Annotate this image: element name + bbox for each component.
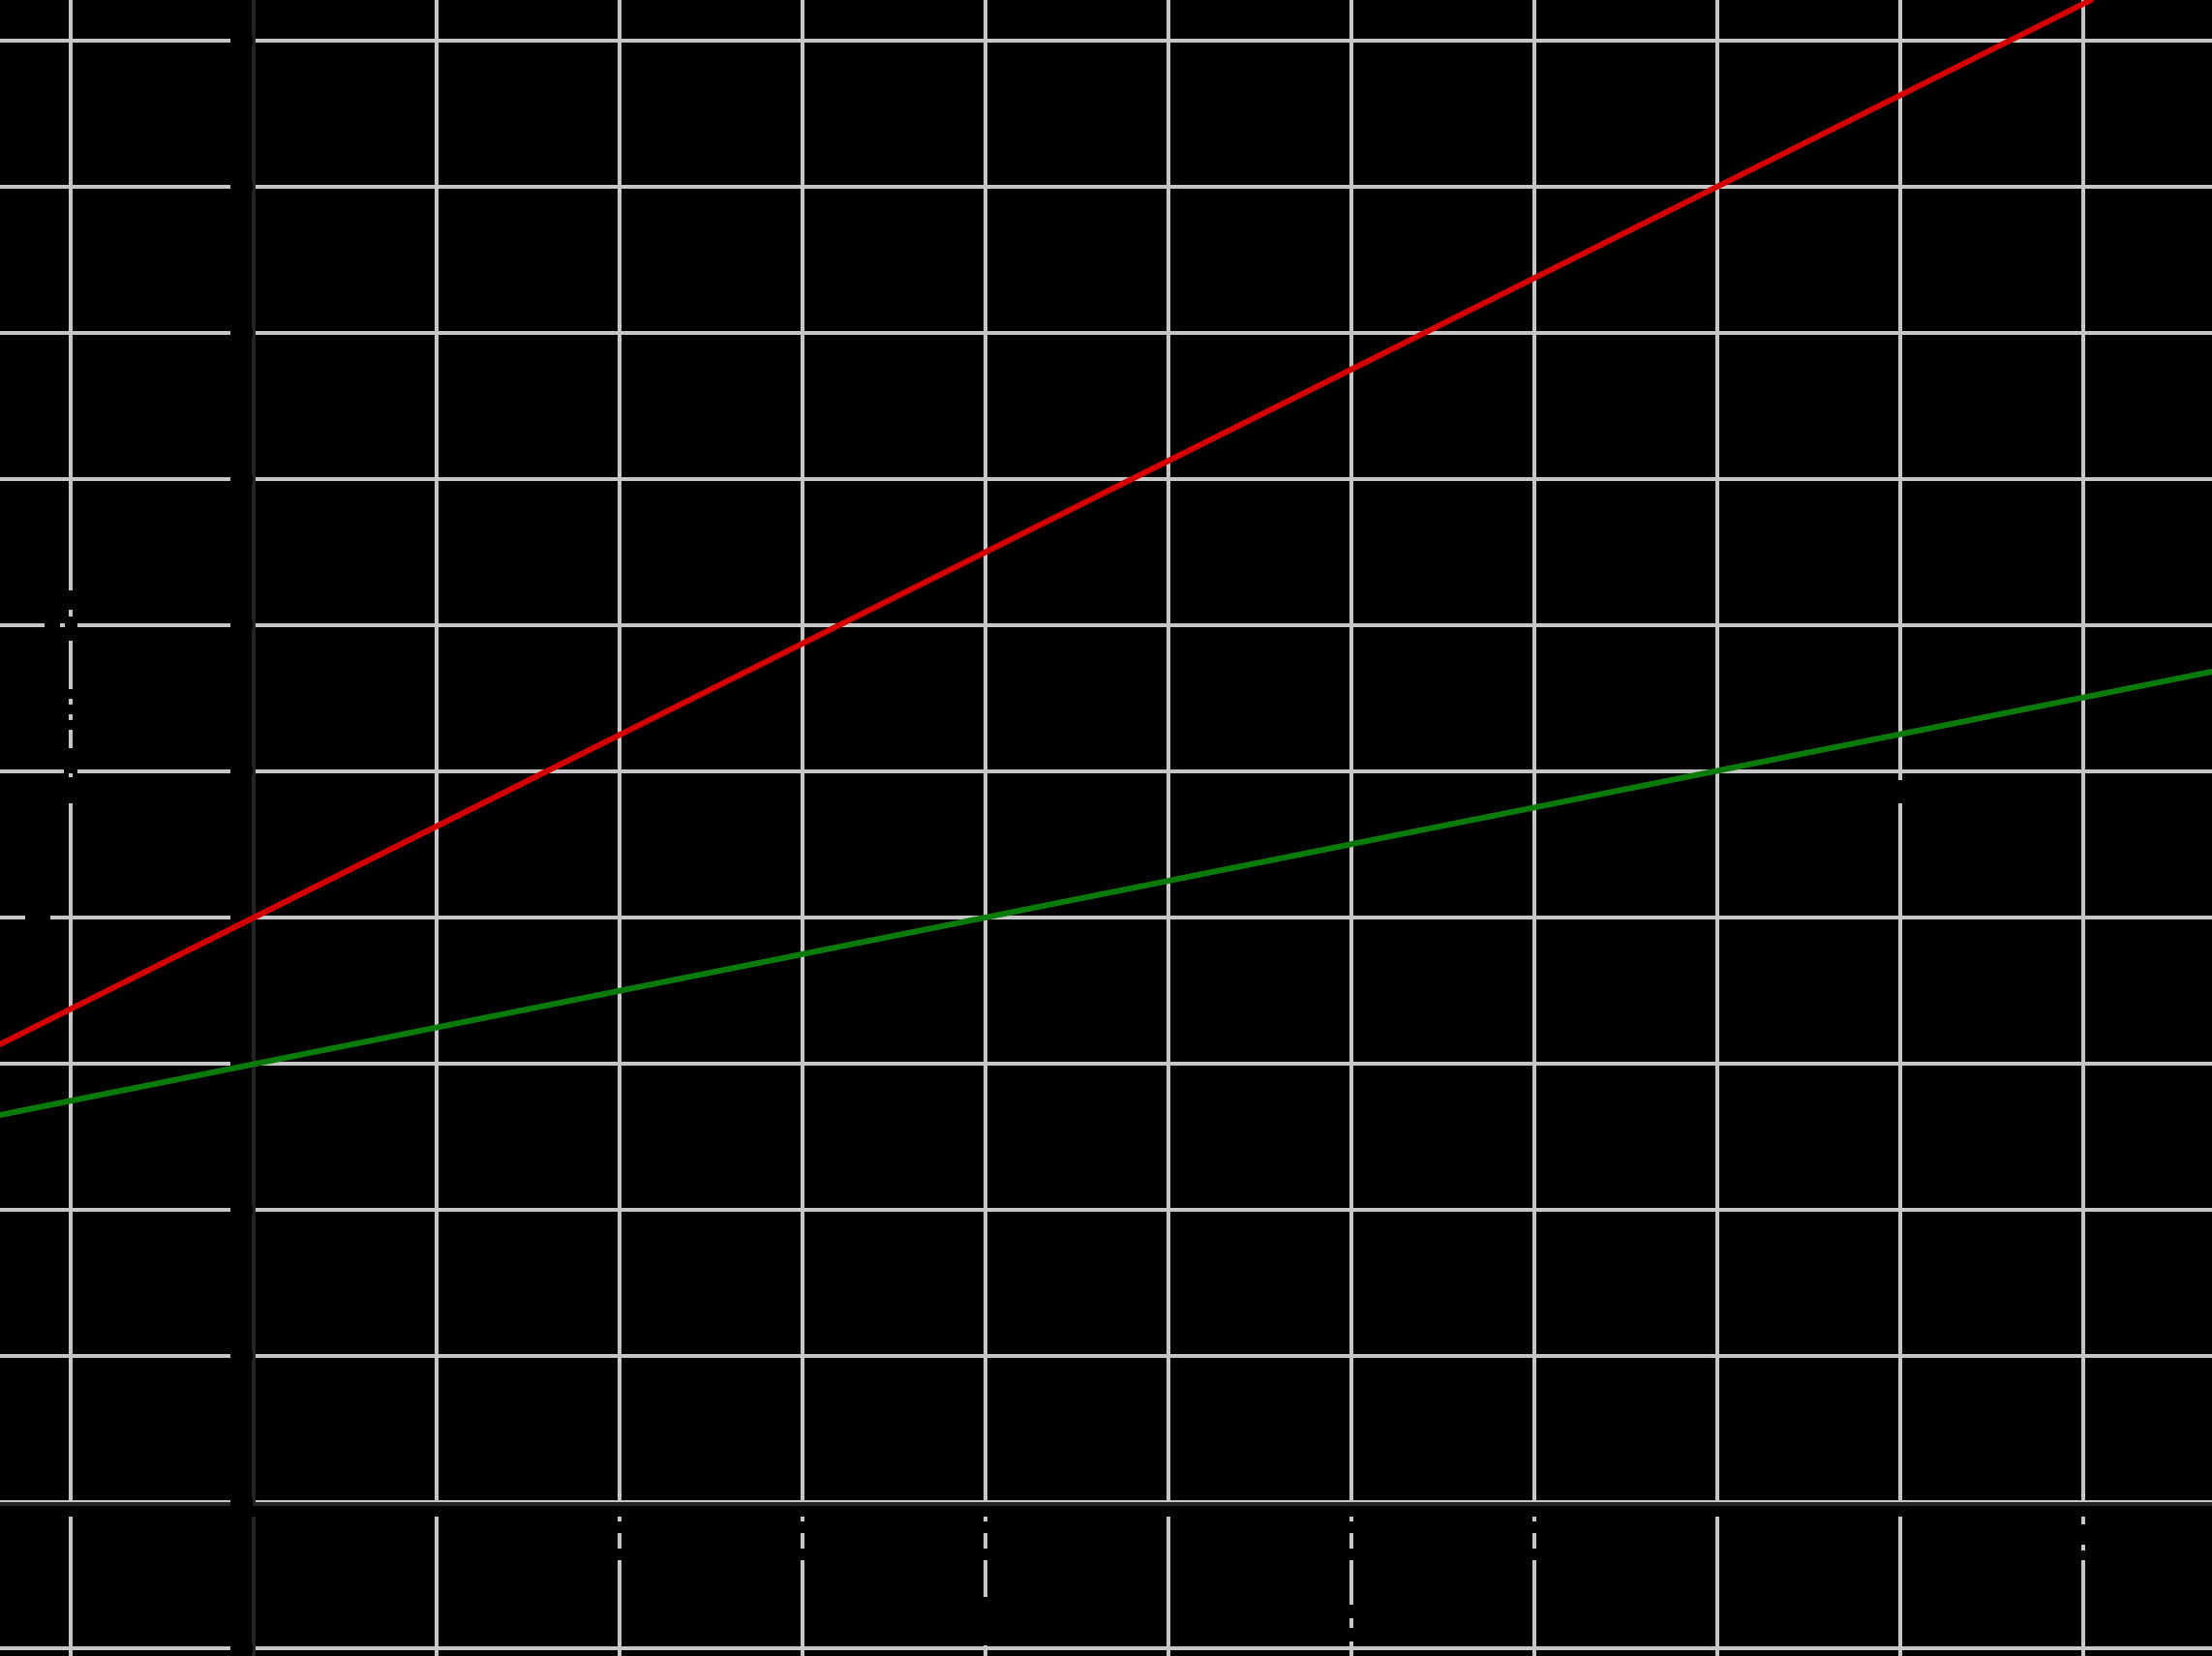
illegible-label-fragment-17	[1345, 1521, 1354, 1533]
illegible-label-fragment-24	[2078, 1551, 2088, 1560]
illegible-label-fragment-20	[1345, 1628, 1354, 1641]
illegible-label-fragment-18	[1345, 1549, 1354, 1560]
illegible-label-fragment-23	[2078, 1524, 2087, 1545]
illegible-label-fragment-2	[45, 618, 60, 630]
illegible-label-fragment-8	[25, 913, 50, 923]
green-line	[0, 669, 2212, 1118]
illegible-label-fragment-14	[981, 1521, 990, 1533]
illegible-label-fragment-21	[1529, 1521, 1538, 1533]
illegible-label-fragment-16	[981, 1597, 990, 1645]
illegible-label-fragment-15	[981, 1549, 990, 1560]
illegible-label-fragment-7	[64, 777, 77, 803]
illegible-label-fragment-13	[798, 1549, 807, 1560]
illegible-label-fragment-11	[615, 1549, 624, 1560]
illegible-label-fragment-4	[65, 705, 76, 714]
illegible-label-fragment-19	[1345, 1605, 1354, 1618]
illegible-label-fragment-10	[615, 1521, 624, 1533]
illegible-label-fragment-1	[65, 617, 77, 641]
illegible-label-fragment-6	[64, 748, 77, 773]
red-line	[0, 0, 2094, 1047]
illegible-label-fragment-5	[65, 720, 76, 730]
illegible-label-fragment-22	[1529, 1549, 1538, 1560]
illegible-label-fragment-3	[65, 689, 76, 699]
illegible-label-fragment-0	[65, 590, 76, 610]
illegible-label-fragment-12	[798, 1521, 807, 1533]
illegible-label-fragment-9	[1894, 780, 1906, 803]
